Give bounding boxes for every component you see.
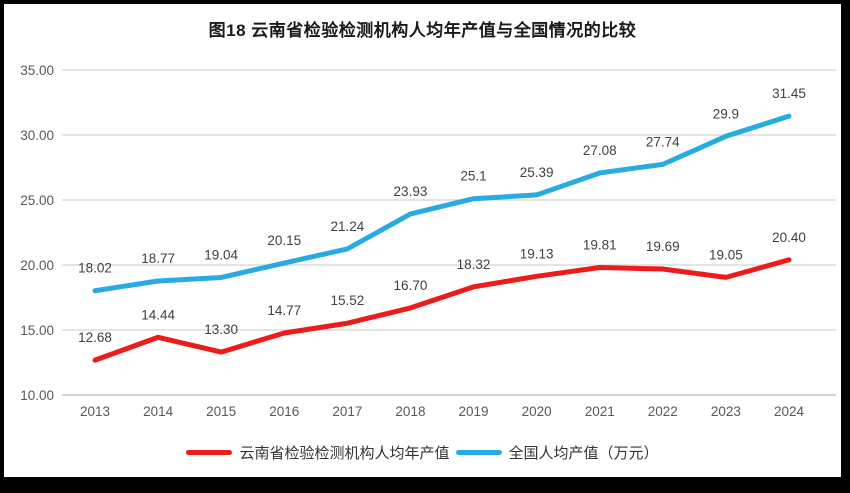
- y-axis-tick-label: 15.00: [20, 323, 54, 338]
- legend-item-yunnan: 云南省检验检测机构人均年产值: [186, 442, 450, 463]
- x-axis-tick-label: 2016: [269, 404, 299, 419]
- data-label: 21.24: [330, 219, 364, 234]
- y-axis-tick-label: 20.00: [20, 258, 54, 273]
- plot-svg: 10.00 15.00 20.00 25.00 30.00 35.00 2013 2014 20…: [20, 63, 836, 419]
- x-axis-tick-label: 2023: [711, 404, 741, 419]
- data-label: 25.1: [460, 169, 486, 184]
- legend-label-yunnan: 云南省检验检测机构人均年产值: [239, 445, 450, 462]
- x-axis-tick-label: 2014: [143, 404, 174, 419]
- legend: 云南省检验检测机构人均年产值 全国人均产值（万元）: [4, 442, 841, 463]
- data-label: 31.45: [772, 86, 806, 101]
- chart-title: 图18 云南省检验检测机构人均年产值与全国情况的比较: [208, 21, 637, 40]
- data-label: 29.9: [713, 106, 739, 121]
- data-label: 19.13: [520, 246, 554, 261]
- x-axis-tick-label: 2013: [80, 404, 110, 419]
- data-label: 20.40: [772, 230, 806, 245]
- x-axis-tick-label: 2022: [648, 404, 678, 419]
- data-label: 19.69: [646, 239, 680, 254]
- legend-item-national: 全国人均产值（万元）: [455, 442, 659, 463]
- x-axis-tick-label: 2015: [206, 404, 236, 419]
- y-axis-tick-label: 35.00: [20, 63, 54, 78]
- series-line-1: [92, 113, 792, 294]
- data-label: 18.32: [457, 257, 491, 272]
- y-axis-tick-label: 25.00: [20, 193, 54, 208]
- x-axis-tick-label: 2019: [459, 404, 489, 419]
- data-label: 19.04: [204, 247, 238, 262]
- data-label: 15.52: [330, 293, 364, 308]
- data-label: 23.93: [394, 184, 428, 199]
- legend-label-national: 全国人均产值（万元）: [508, 445, 659, 462]
- y-axis-tick-label: 30.00: [20, 128, 54, 143]
- x-axis-tick-label: 2020: [522, 404, 552, 419]
- data-label: 16.70: [394, 278, 428, 293]
- legend-swatch-yunnan: [186, 450, 233, 455]
- data-label: 27.74: [646, 134, 680, 149]
- legend-swatch-national: [455, 450, 502, 455]
- data-label: 18.77: [141, 251, 175, 266]
- data-label: 25.39: [520, 165, 554, 180]
- data-label: 27.08: [583, 143, 617, 158]
- chart-container: 10.00 15.00 20.00 25.00 30.00 35.00 2013 2014 20…: [4, 4, 841, 477]
- series-line-0: [92, 257, 792, 363]
- x-axis-tick-label: 2024: [774, 404, 805, 419]
- data-label: 18.02: [78, 261, 112, 276]
- x-axis-tick-label: 2018: [395, 404, 425, 419]
- y-axis-tick-label: 10.00: [20, 388, 54, 403]
- data-label: 14.77: [267, 303, 301, 318]
- data-label: 20.15: [267, 233, 301, 248]
- data-label: 12.68: [78, 330, 112, 345]
- data-label: 19.81: [583, 237, 617, 252]
- data-label: 13.30: [204, 322, 238, 337]
- data-label: 19.05: [709, 247, 743, 262]
- data-label: 14.44: [141, 307, 175, 322]
- x-axis-tick-label: 2021: [585, 404, 615, 419]
- x-axis-tick-label: 2017: [332, 404, 362, 419]
